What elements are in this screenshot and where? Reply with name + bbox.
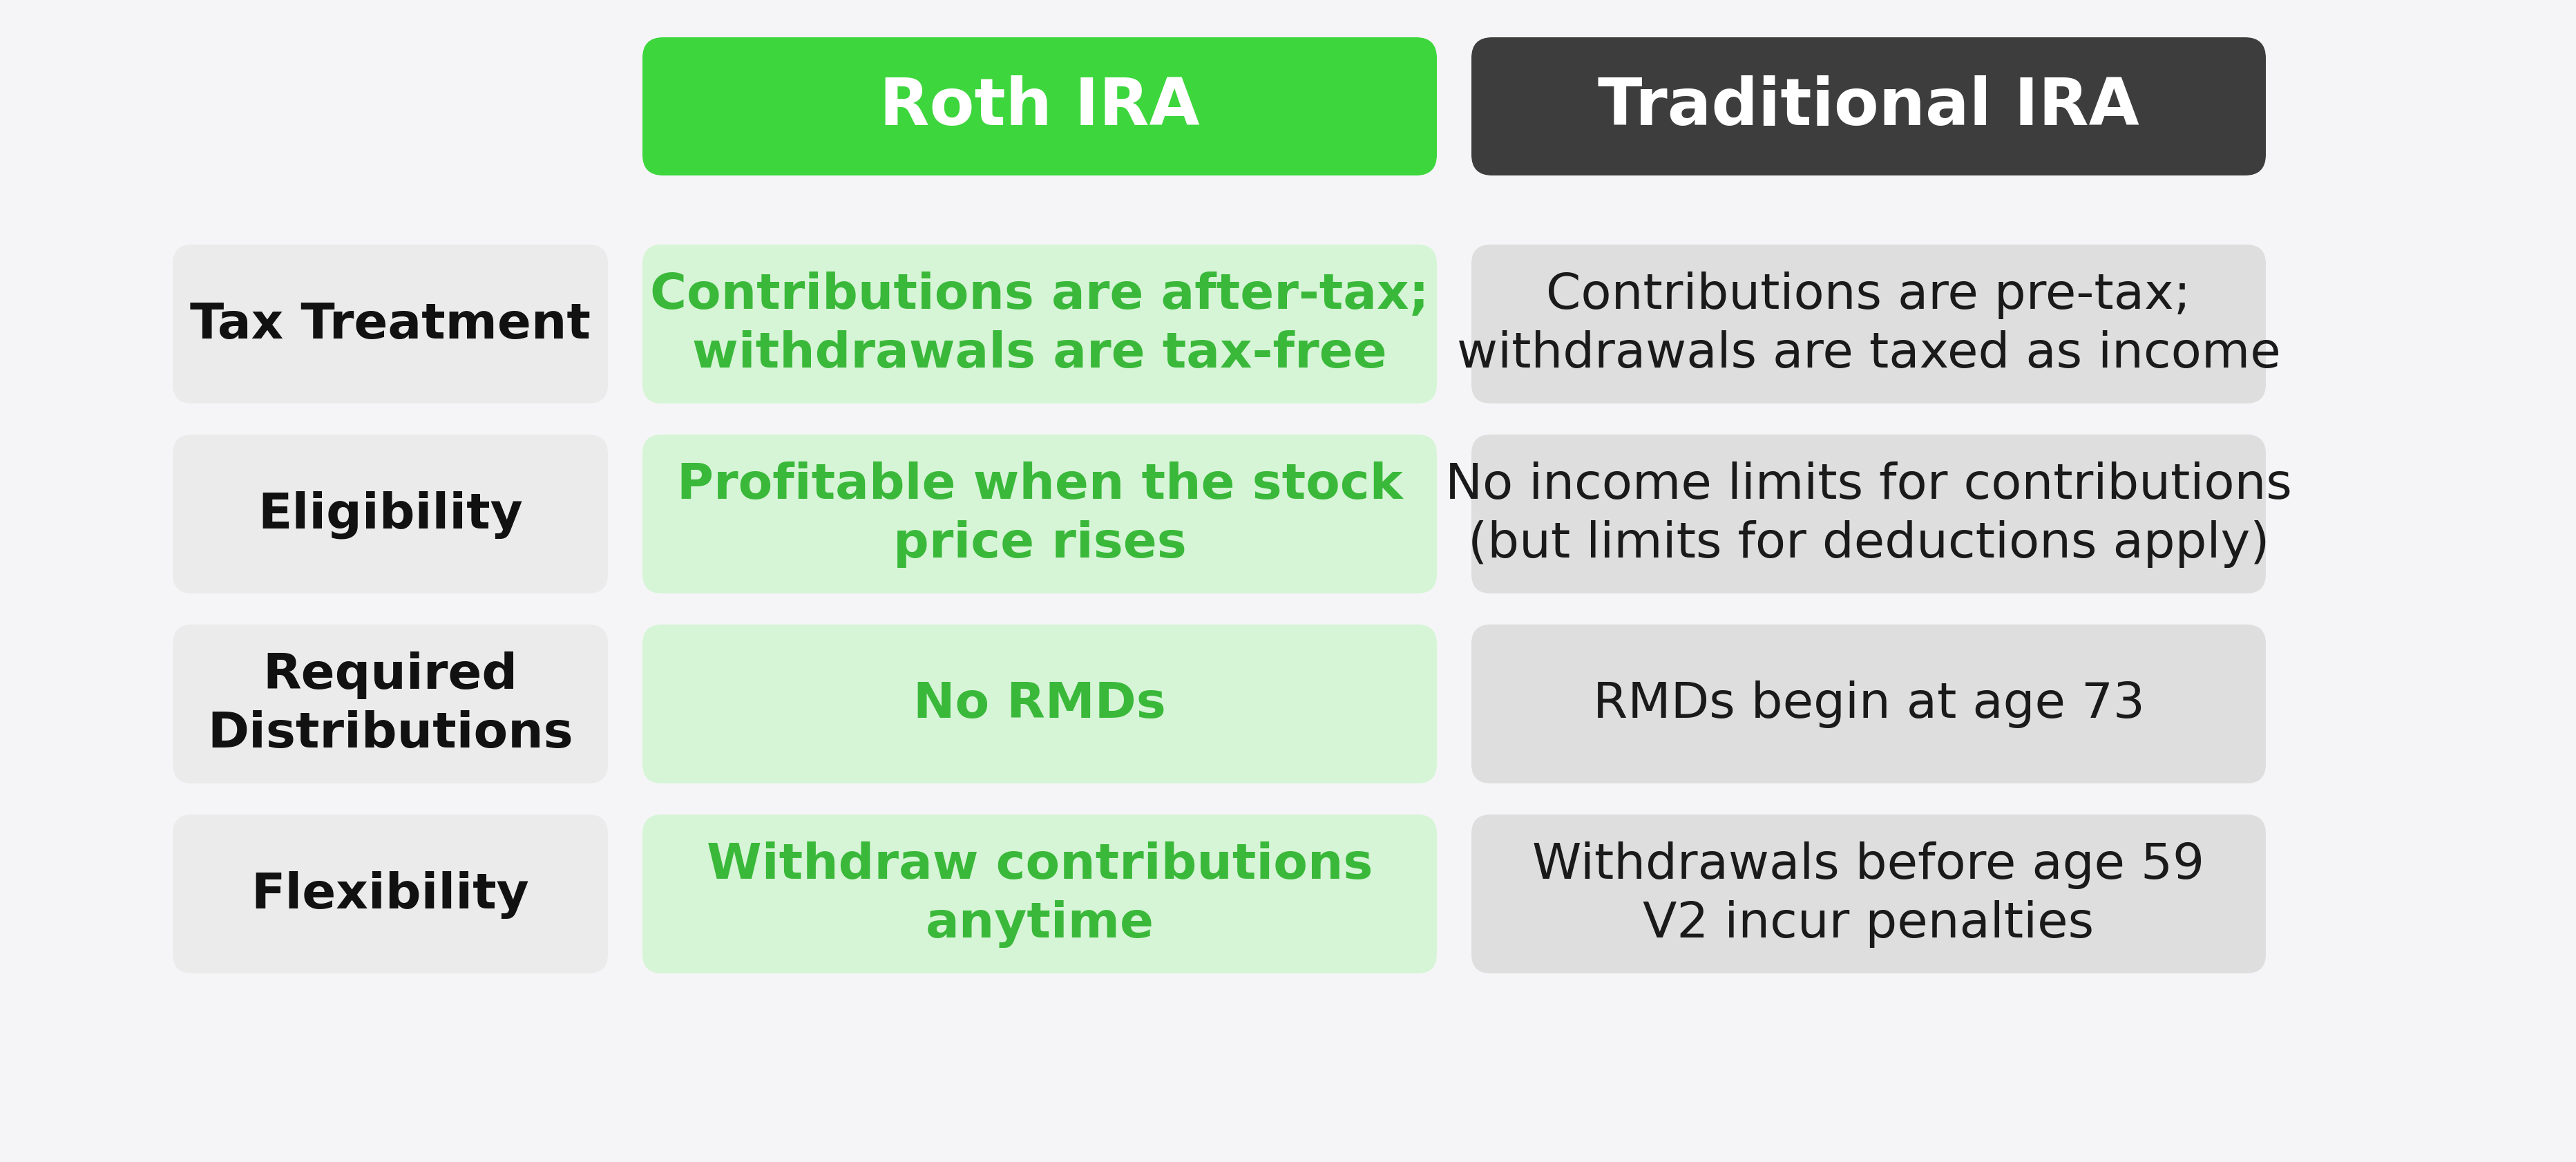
Text: RMDs begin at age 73: RMDs begin at age 73 — [1592, 681, 2146, 729]
FancyBboxPatch shape — [1471, 815, 2267, 974]
FancyBboxPatch shape — [173, 245, 608, 404]
FancyBboxPatch shape — [1471, 38, 2267, 177]
FancyBboxPatch shape — [641, 38, 1437, 177]
FancyBboxPatch shape — [641, 435, 1437, 594]
FancyBboxPatch shape — [641, 625, 1437, 783]
Text: Contributions are pre-tax;
withdrawals are taxed as income: Contributions are pre-tax; withdrawals a… — [1455, 271, 2280, 378]
FancyBboxPatch shape — [1471, 625, 2267, 783]
FancyBboxPatch shape — [173, 815, 608, 974]
FancyBboxPatch shape — [173, 625, 608, 783]
FancyBboxPatch shape — [173, 435, 608, 594]
Text: Withdraw contributions
anytime: Withdraw contributions anytime — [706, 841, 1373, 947]
FancyBboxPatch shape — [641, 245, 1437, 404]
Text: Traditional IRA: Traditional IRA — [1597, 76, 2138, 138]
Text: Contributions are after-tax;
withdrawals are tax-free: Contributions are after-tax; withdrawals… — [649, 271, 1430, 378]
Text: Tax Treatment: Tax Treatment — [191, 301, 590, 349]
Text: Roth IRA: Roth IRA — [878, 76, 1200, 138]
Text: No income limits for contributions
(but limits for deductions apply): No income limits for contributions (but … — [1445, 461, 2293, 567]
Text: Flexibility: Flexibility — [252, 870, 531, 918]
Text: Withdrawals before age 59
V2 incur penalties: Withdrawals before age 59 V2 incur penal… — [1533, 841, 2205, 947]
Text: Required
Distributions: Required Distributions — [209, 651, 574, 758]
Text: Profitable when the stock
price rises: Profitable when the stock price rises — [677, 461, 1401, 567]
FancyBboxPatch shape — [1471, 435, 2267, 594]
Text: No RMDs: No RMDs — [914, 681, 1167, 729]
Text: Eligibility: Eligibility — [258, 490, 523, 538]
FancyBboxPatch shape — [641, 815, 1437, 974]
FancyBboxPatch shape — [1471, 245, 2267, 404]
